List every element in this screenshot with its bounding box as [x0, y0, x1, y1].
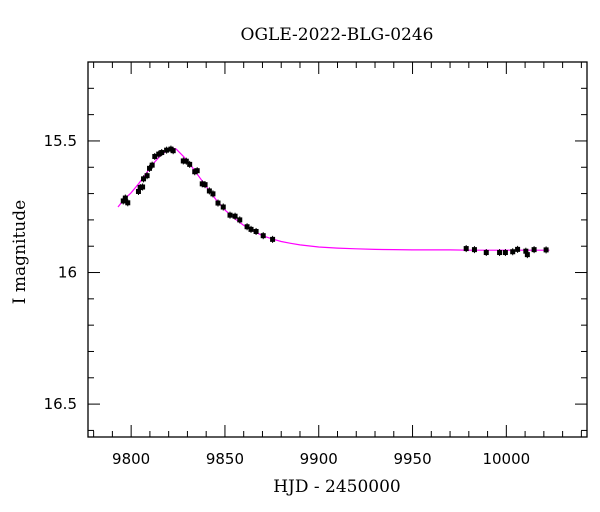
data-marker	[515, 246, 521, 252]
x-axis-label: HJD - 2450000	[273, 477, 401, 497]
observation-point	[232, 212, 238, 220]
observation-point	[515, 245, 521, 253]
observation-point	[164, 146, 170, 154]
observation-point	[227, 211, 233, 219]
observation-point	[215, 199, 221, 207]
data-marker	[497, 250, 503, 256]
data-marker	[125, 200, 131, 206]
data-marker	[210, 191, 216, 197]
observation-point	[497, 249, 503, 257]
x-tick-label: 9850	[206, 450, 244, 468]
y-tick-label: 16.5	[44, 395, 77, 413]
observation-point	[471, 246, 477, 254]
data-marker	[260, 233, 266, 239]
observation-point	[483, 249, 489, 257]
y-tick-label: 16	[58, 264, 77, 282]
data-marker	[202, 182, 208, 188]
data-marker	[120, 198, 126, 204]
data-marker	[141, 176, 147, 182]
observation-point	[260, 232, 266, 240]
observation-point	[531, 246, 537, 254]
observation-point	[463, 245, 469, 253]
x-tick-label: 9950	[393, 450, 431, 468]
data-marker	[149, 162, 155, 168]
data-marker	[244, 224, 250, 230]
data-marker	[510, 249, 516, 255]
observation-point	[270, 235, 276, 243]
observation-point	[149, 161, 155, 169]
observation-point	[183, 157, 189, 165]
observation-point	[170, 147, 176, 155]
observation-point	[125, 199, 131, 207]
data-marker	[531, 247, 537, 253]
data-marker	[483, 250, 489, 256]
observation-point	[502, 249, 508, 257]
observation-point	[180, 157, 186, 165]
data-marker	[471, 247, 477, 253]
observation-point	[237, 216, 243, 224]
observation-points-group	[120, 145, 549, 259]
data-marker	[524, 252, 530, 258]
data-marker	[523, 248, 529, 254]
data-marker	[194, 168, 200, 174]
data-marker	[270, 236, 276, 242]
data-marker	[237, 217, 243, 223]
data-marker	[248, 226, 254, 232]
observation-point	[187, 160, 193, 168]
data-marker	[215, 200, 221, 206]
observation-point	[159, 149, 165, 157]
data-marker	[220, 204, 226, 210]
data-marker	[206, 188, 212, 194]
data-marker	[144, 173, 150, 179]
data-marker	[159, 150, 165, 156]
data-marker	[463, 246, 469, 252]
data-marker	[187, 161, 193, 167]
observation-point	[140, 183, 146, 191]
tick-labels: 9800 9850 9900 9950 10000 15.5 16 16.5	[44, 132, 531, 468]
observation-point	[152, 152, 158, 160]
data-marker	[502, 250, 508, 256]
observation-point	[248, 225, 254, 233]
x-tick-label: 9800	[112, 450, 150, 468]
data-marker	[140, 184, 146, 190]
observation-point	[199, 180, 205, 188]
data-marker	[170, 148, 176, 154]
observation-point	[144, 172, 150, 180]
data-marker	[147, 165, 153, 171]
observation-point	[253, 227, 259, 235]
axis-ticks	[88, 61, 587, 437]
data-marker	[227, 212, 233, 218]
observation-point	[194, 167, 200, 175]
observation-point	[524, 251, 530, 259]
x-tick-label: 10000	[482, 450, 530, 468]
x-tick-label: 9900	[300, 450, 338, 468]
data-marker	[232, 213, 238, 219]
observation-point	[510, 248, 516, 256]
observation-point	[220, 203, 226, 211]
observation-point	[543, 246, 549, 254]
data-marker	[122, 195, 128, 201]
observation-point	[206, 187, 212, 195]
observation-point	[202, 181, 208, 189]
data-marker	[183, 158, 189, 164]
data-marker	[156, 151, 162, 157]
data-marker	[253, 228, 259, 234]
data-marker	[199, 181, 205, 187]
data-marker	[135, 188, 141, 194]
observation-point	[244, 223, 250, 231]
observation-point	[147, 164, 153, 172]
observation-point	[210, 190, 216, 198]
data-marker	[164, 147, 170, 153]
data-marker	[180, 158, 186, 164]
y-tick-label: 15.5	[44, 132, 77, 150]
data-marker	[152, 153, 158, 159]
observation-point	[141, 175, 147, 183]
chart-title: OGLE-2022-BLG-0246	[241, 25, 434, 45]
observation-point	[156, 150, 162, 158]
y-axis-label: I magnitude	[10, 200, 30, 304]
data-marker	[543, 247, 549, 253]
